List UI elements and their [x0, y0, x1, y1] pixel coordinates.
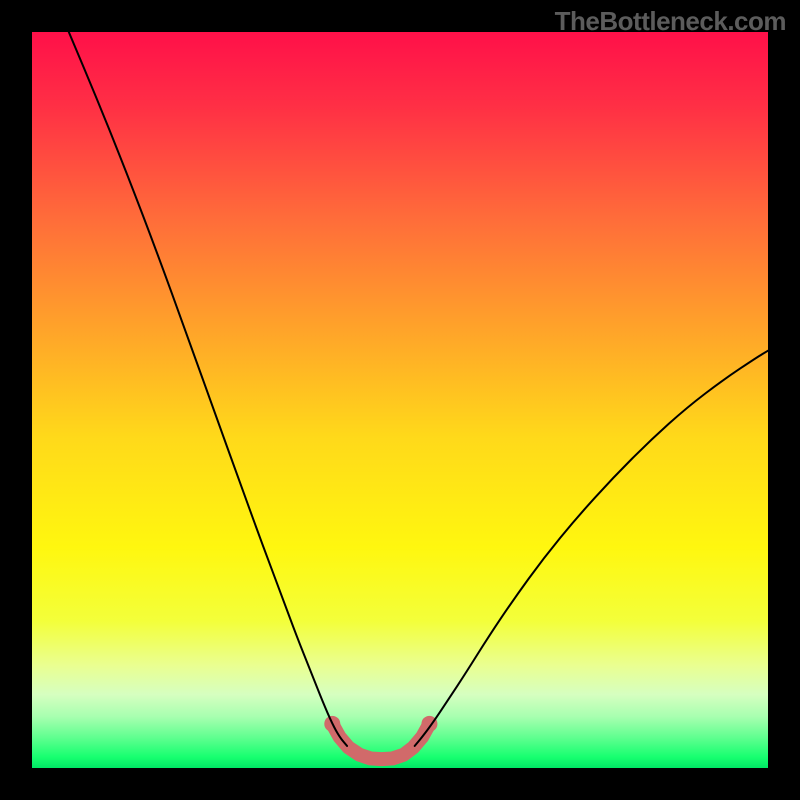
chart-canvas [0, 0, 800, 800]
watermark-label: TheBottleneck.com [555, 6, 786, 37]
bottleneck-chart: TheBottleneck.com [0, 0, 800, 800]
